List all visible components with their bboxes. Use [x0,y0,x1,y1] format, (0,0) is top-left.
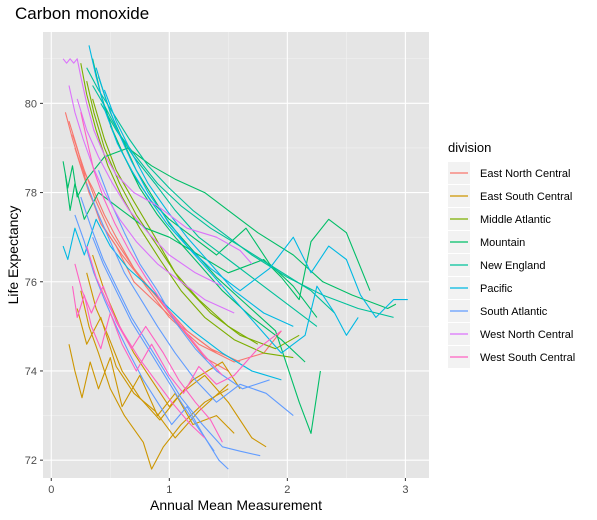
legend-item: Mountain [448,231,525,253]
legend-label: Middle Atlantic [480,214,551,226]
y-tick-label: 78 [25,188,37,200]
series-line [92,98,259,345]
series-line [100,103,318,327]
series-south-atlantic [74,170,294,470]
legend-label: South Atlantic [480,306,548,318]
series-line [80,63,294,359]
series-line [103,89,294,327]
x-tick-label: 2 [284,484,290,496]
series-line [80,196,261,457]
series-line [92,85,335,314]
series-line [74,147,217,354]
series-line [62,218,282,381]
series-line [86,183,294,417]
y-axis: 72 74 76 78 80 [25,98,43,467]
legend-label: West North Central [480,329,573,341]
legend: division East North Central East South Ce… [448,140,575,368]
series-line [68,85,235,314]
series-line [80,112,223,376]
y-tick-label: 74 [25,366,37,378]
series-line [86,80,300,350]
legend-label: East South Central [480,191,572,203]
series-line [76,308,229,439]
series-middle-atlantic [80,63,300,359]
chart-title: Carbon monoxide [15,4,149,23]
legend-label: West South Central [480,352,575,364]
legend-item: Pacific [448,277,513,299]
x-axis-title: Annual Mean Measurement [150,497,322,513]
legend-item: South Atlantic [448,300,548,322]
x-tick-label: 1 [166,484,172,496]
series-layer [62,45,408,470]
plot-panel [43,32,429,478]
series-pacific [62,45,408,381]
legend-label: Pacific [480,283,513,295]
legend-item: West South Central [448,346,575,368]
series-line [64,174,371,301]
legend-item: New England [448,254,545,276]
legend-label: New England [480,260,545,272]
legend-item: East North Central [448,162,570,184]
legend-label: Mountain [480,237,525,249]
series-line [97,170,270,390]
series-line [62,58,253,265]
x-tick-label: 3 [402,484,408,496]
series-line [68,344,235,434]
series-line [92,236,215,452]
series-line [74,263,223,443]
y-tick-label: 80 [25,98,37,110]
legend-item: West North Central [448,323,573,345]
y-tick-label: 72 [25,455,37,467]
series-line [76,98,223,287]
series-line [88,45,408,318]
legend-item: Middle Atlantic [448,208,551,230]
y-tick-label: 76 [25,277,37,289]
y-axis-title: Life Expectancy [5,206,21,305]
series-west-south-central [71,112,282,443]
legend-title: division [448,140,491,155]
series-line [71,134,282,363]
series-west-north-central [62,58,253,314]
legend-label: East North Central [480,168,570,180]
x-tick-label: 0 [48,484,54,496]
x-axis: 0 1 2 3 [48,478,408,496]
legend-item: East South Central [448,185,572,207]
series-line [86,245,206,439]
series-line [80,290,229,470]
series-line [71,286,282,394]
